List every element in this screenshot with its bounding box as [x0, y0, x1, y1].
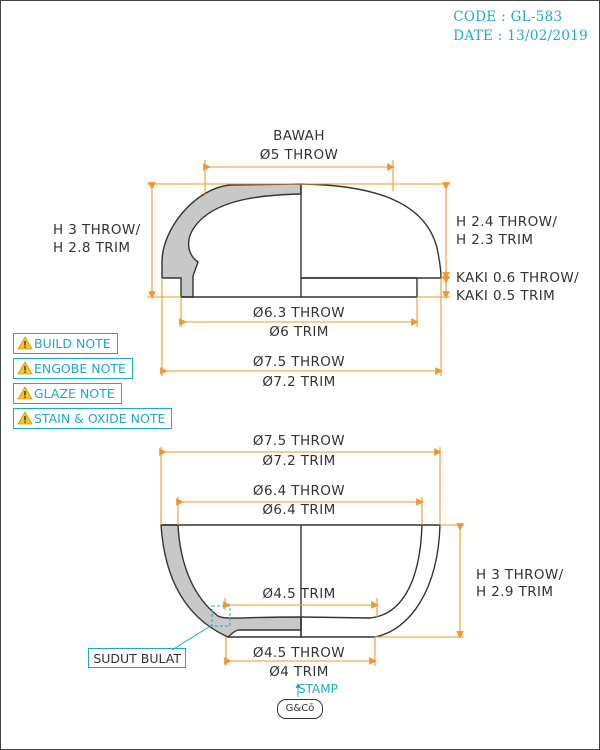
title-block: CODE : GL-583 DATE : 13/02/2019 — [453, 8, 588, 46]
lid-left-height-label-1: H 3 THROW/ — [53, 222, 141, 238]
lid-dimensions — [147, 160, 450, 376]
lid-outline-right — [300, 183, 442, 279]
bowl-inner-width-label: Ø4.5 TRIM — [262, 586, 335, 602]
lid-outer-width-label-2: Ø7.2 TRIM — [262, 374, 335, 390]
stamp-logo: G&Cō — [277, 699, 323, 719]
lid-right-height-label-2: H 2.3 TRIM — [456, 232, 533, 248]
glaze-note-label: GLAZE NOTE — [34, 386, 115, 401]
date-label: DATE : 13/02/2019 — [453, 28, 588, 44]
bowl-height-label-1: H 3 THROW/ — [476, 567, 564, 583]
warning-icon — [17, 386, 33, 400]
build-note-button[interactable]: BUILD NOTE — [13, 333, 118, 354]
lid-dimension-labels: BAWAH Ø5 THROW H 3 THROW/ H 2.8 TRIM H 2… — [53, 128, 579, 390]
lid-wall-section — [161, 183, 302, 298]
glaze-note-button[interactable]: GLAZE NOTE — [13, 383, 122, 404]
round-corner-marker — [211, 605, 231, 627]
bowl-base-width-label-2: Ø4 TRIM — [269, 664, 329, 680]
lid-outer-width-label-1: Ø7.5 THROW — [253, 354, 345, 370]
build-note-label: BUILD NOTE — [34, 336, 111, 351]
bawah-label: BAWAH — [273, 128, 325, 144]
engobe-note-button[interactable]: ENGOBE NOTE — [13, 358, 133, 379]
bowl-rim-width-label-2: Ø6.4 TRIM — [262, 502, 335, 518]
bowl-dimension-labels: Ø7.5 THROW Ø7.2 TRIM Ø6.4 THROW Ø6.4 TRI… — [253, 433, 564, 680]
warning-icon — [17, 336, 33, 350]
warning-icon — [17, 361, 33, 375]
bowl-dimensions — [159, 447, 464, 666]
bowl-base-width-label-1: Ø4.5 THROW — [253, 645, 345, 661]
lid-foot-label-1: KAKI 0.6 THROW/ — [456, 270, 579, 286]
lid-foot-label-2: KAKI 0.5 TRIM — [456, 288, 555, 304]
bowl-wall-fill — [160, 524, 302, 638]
bowl-outline-right — [228, 524, 441, 638]
stain-oxide-note-button[interactable]: STAIN & OXIDE NOTE — [13, 408, 173, 429]
lid-mid-width-label-2: Ø6 TRIM — [269, 324, 329, 340]
code-label: CODE : GL-583 — [453, 9, 563, 25]
lid-left-height-label-2: H 2.8 TRIM — [53, 240, 130, 256]
bowl-outer-width-label-2: Ø7.2 TRIM — [262, 453, 335, 469]
stain-oxide-note-label: STAIN & OXIDE NOTE — [34, 411, 166, 426]
stamp-arrow — [295, 683, 301, 697]
bowl-height-label-2: H 2.9 TRIM — [476, 584, 553, 600]
round-corner-callout: SUDUT BULAT — [88, 648, 186, 668]
warning-icon — [17, 411, 33, 425]
lid-right-height-label-1: H 2.4 THROW/ — [456, 214, 557, 230]
bowl-outer-width-label-1: Ø7.5 THROW — [253, 433, 345, 449]
bowl-rim-width-label-1: Ø6.4 THROW — [253, 483, 345, 499]
bowl-section — [160, 524, 441, 651]
lid-mid-width-label-1: Ø6.3 THROW — [253, 305, 345, 321]
engobe-note-label: ENGOBE NOTE — [34, 361, 126, 376]
lid-top-width-label: Ø5 THROW — [260, 147, 338, 163]
lid-section — [161, 183, 442, 298]
stamp-label: STAMP — [298, 682, 338, 696]
